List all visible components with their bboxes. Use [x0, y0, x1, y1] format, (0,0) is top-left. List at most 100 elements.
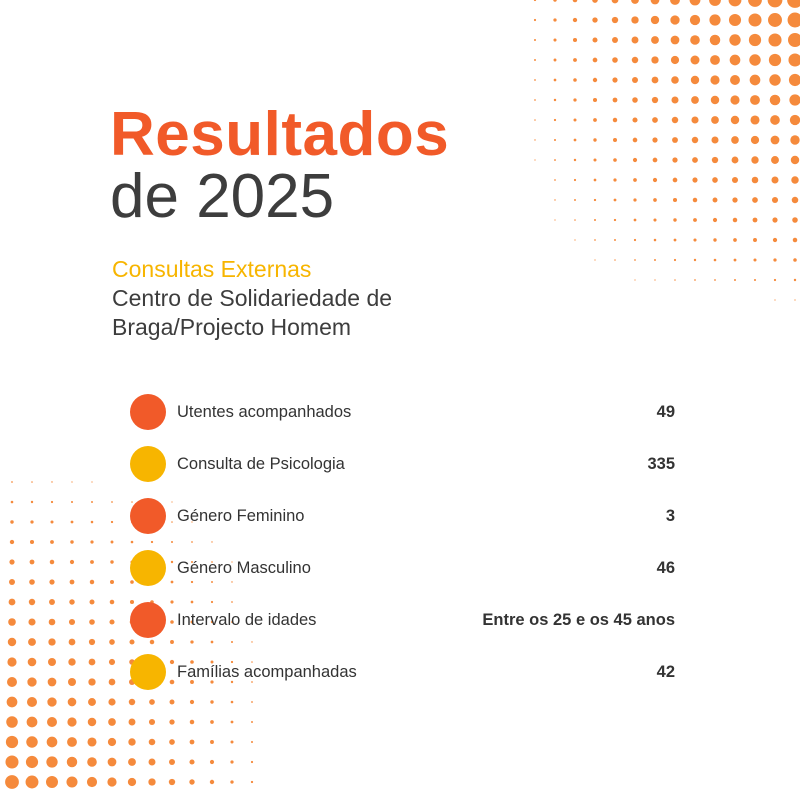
pattern-dot: [26, 696, 38, 708]
pattern-dot: [49, 599, 55, 605]
pattern-dot: [168, 758, 176, 766]
pattern-dot: [148, 718, 156, 726]
pattern-dot: [251, 661, 253, 663]
pattern-dot: [230, 680, 234, 684]
pattern-dot: [230, 660, 234, 664]
pattern-dot: [750, 115, 760, 125]
pattern-dot: [127, 777, 137, 787]
pattern-dot: [534, 139, 536, 141]
pattern-dot: [592, 97, 598, 103]
pattern-dot: [634, 259, 636, 261]
pattern-dot: [190, 600, 194, 604]
pattern-dot: [593, 178, 597, 182]
pattern-dot: [91, 501, 93, 503]
pattern-dot: [86, 776, 98, 788]
pattern-dot: [690, 35, 700, 45]
pattern-dot: [190, 560, 194, 564]
pattern-dot: [534, 99, 536, 101]
pattern-dot: [47, 717, 57, 727]
pattern-dot: [553, 138, 557, 142]
stat-row-masculino: Género Masculino 46: [130, 542, 675, 594]
pattern-dot: [67, 677, 77, 687]
pattern-dot: [9, 579, 15, 585]
pattern-dot: [652, 137, 658, 143]
pattern-dot: [26, 716, 38, 728]
pattern-dot: [671, 116, 679, 124]
pattern-dot: [250, 740, 254, 744]
pattern-dot: [614, 259, 616, 261]
pattern-dot: [6, 716, 18, 728]
pattern-dot: [534, 159, 536, 161]
pattern-dot: [573, 178, 577, 182]
pattern-dot: [653, 218, 657, 222]
pattern-dot: [631, 76, 639, 84]
bullet-dot-icon: [130, 446, 166, 482]
stat-row-psicologia: Consulta de Psicologia 335: [130, 438, 675, 490]
pattern-dot: [593, 138, 597, 142]
organization-name: Centro de Solidariedade de Braga/Project…: [112, 285, 393, 341]
pattern-dot: [788, 33, 800, 47]
pattern-dot: [633, 238, 637, 242]
pattern-dot: [47, 677, 57, 687]
pattern-dot: [50, 520, 54, 524]
pattern-dot: [28, 638, 36, 646]
pattern-dot: [793, 278, 797, 282]
pattern-dot: [733, 258, 737, 262]
pattern-dot: [573, 78, 577, 82]
pattern-dot: [553, 58, 557, 62]
pattern-dot: [789, 114, 800, 126]
pattern-dot: [711, 136, 719, 144]
pattern-dot: [750, 95, 760, 105]
pattern-dot: [230, 740, 234, 744]
pattern-dot: [67, 737, 77, 747]
bullet-dot-icon: [130, 394, 166, 430]
pattern-dot: [534, 119, 536, 121]
bullet-dot-icon: [130, 654, 166, 690]
pattern-dot: [71, 481, 73, 483]
pattern-dot: [111, 501, 113, 503]
pattern-dot: [554, 159, 556, 161]
pattern-dot: [574, 199, 576, 201]
pattern-dot: [650, 0, 660, 5]
pattern-dot: [790, 135, 800, 145]
pattern-dot: [553, 38, 557, 42]
pattern-dot: [632, 117, 638, 123]
pattern-dot: [47, 697, 57, 707]
pattern-dot: [613, 158, 617, 162]
pattern-dot: [612, 37, 618, 43]
pattern-dot: [31, 481, 33, 483]
pattern-dot: [612, 77, 618, 83]
pattern-dot: [170, 600, 174, 604]
pattern-dot: [634, 279, 636, 281]
pattern-dot: [691, 96, 699, 104]
pattern-dot: [87, 757, 97, 767]
pattern-dot: [51, 481, 53, 483]
pattern-dot: [68, 618, 76, 626]
pattern-dot: [788, 53, 800, 67]
pattern-dot: [690, 55, 700, 65]
pattern-dot: [148, 738, 156, 746]
pattern-dot: [110, 520, 114, 524]
pattern-dot: [710, 75, 720, 85]
pattern-dot: [631, 16, 639, 24]
pattern-dot: [792, 237, 798, 243]
pattern-dot: [48, 638, 56, 646]
pattern-dot: [773, 278, 777, 282]
pattern-dot: [710, 95, 720, 105]
pattern-dot: [171, 541, 173, 543]
pattern-dot: [690, 75, 700, 85]
pattern-dot: [731, 136, 739, 144]
pattern-dot: [573, 118, 577, 122]
pattern-dot: [711, 156, 719, 164]
pattern-dot: [612, 97, 618, 103]
pattern-dot: [46, 776, 58, 788]
pattern-dot: [10, 500, 14, 504]
pattern-dot: [30, 520, 34, 524]
pattern-dot: [573, 158, 577, 162]
pattern-dot: [189, 779, 195, 785]
pattern-dot: [691, 136, 699, 144]
pattern-dot: [210, 660, 214, 664]
pattern-dot: [128, 738, 136, 746]
